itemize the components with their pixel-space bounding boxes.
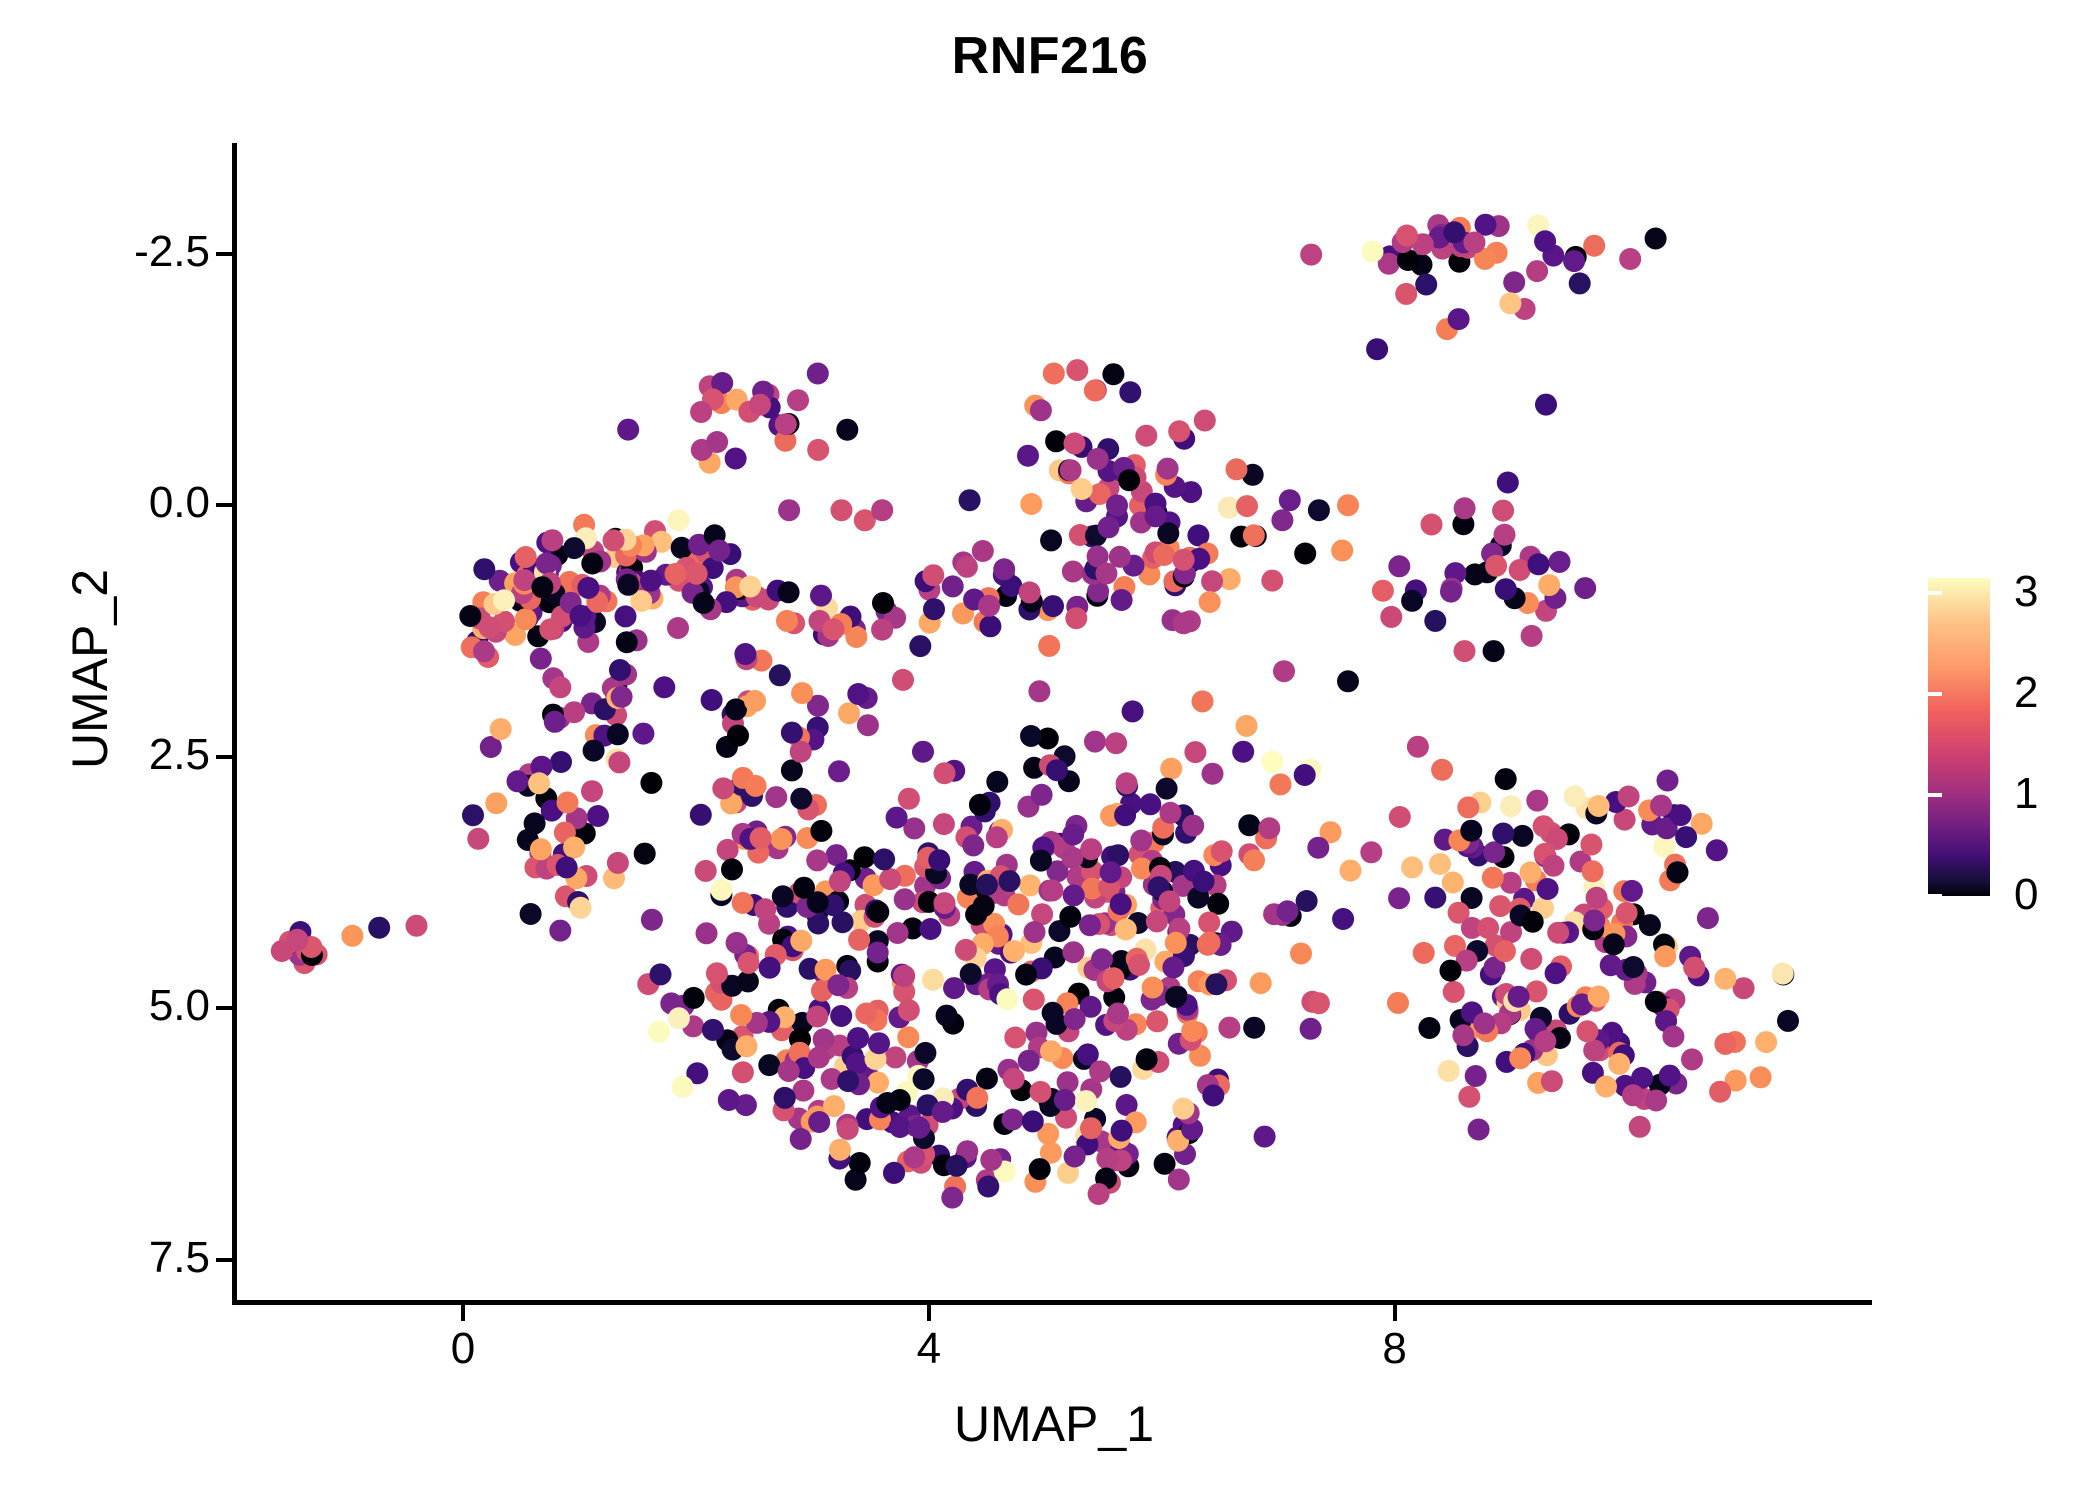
y-tick-labels: 7.5 5.0 2.5 0.0 -2.5 (30, 0, 210, 1500)
y-tick-label: 5.0 (148, 981, 210, 1031)
y-tick-mark (216, 1257, 232, 1262)
colorbar-tick-mark (2064, 894, 2078, 898)
colorbar-tick-mark (2064, 692, 2078, 697)
colorbar-tick-mark (1928, 793, 1942, 798)
y-tick-mark (216, 251, 232, 256)
y-tick-mark (216, 1006, 232, 1011)
y-axis-title: UMAP_2 (62, 568, 118, 770)
colorbar-tick-mark (1928, 692, 1942, 697)
colorbar-legend: 3 2 1 0 (1928, 570, 2078, 917)
colorbar-tick-label: 0 (2014, 870, 2039, 919)
x-tick-label: 8 (1382, 1324, 1407, 1373)
colorbar-tick-label: 2 (2014, 668, 2039, 718)
page-title: RNF216 (951, 27, 1149, 85)
x-tick-mark (461, 1305, 466, 1321)
y-tick-label: 7.5 (148, 1232, 210, 1282)
colorbar-tick-label: 1 (2014, 769, 2039, 819)
y-tick-mark (216, 503, 232, 508)
y-axis-line (232, 143, 237, 1305)
y-tick-label: 0.0 (148, 478, 210, 528)
colorbar-tick-label: 3 (2014, 567, 2039, 617)
y-tick-label: 2.5 (148, 729, 210, 779)
y-tick-mark (216, 754, 232, 759)
colorbar-tick-mark (2064, 591, 2078, 596)
x-tick-label: 4 (916, 1324, 942, 1373)
x-axis-title: UMAP_1 (953, 1396, 1155, 1452)
y-tick-label: -2.5 (134, 226, 210, 276)
x-axis-line (232, 1300, 1872, 1305)
x-tick-label: 0 (450, 1324, 476, 1373)
colorbar-gradient (1928, 578, 1990, 896)
x-tick-mark (1392, 1305, 1397, 1321)
plot-panel (236, 143, 1872, 1301)
x-tick-mark (926, 1305, 931, 1321)
colorbar-tick-mark (2064, 793, 2078, 798)
colorbar-tick-mark (1928, 894, 1942, 898)
colorbar-tick-mark (1928, 591, 1942, 596)
